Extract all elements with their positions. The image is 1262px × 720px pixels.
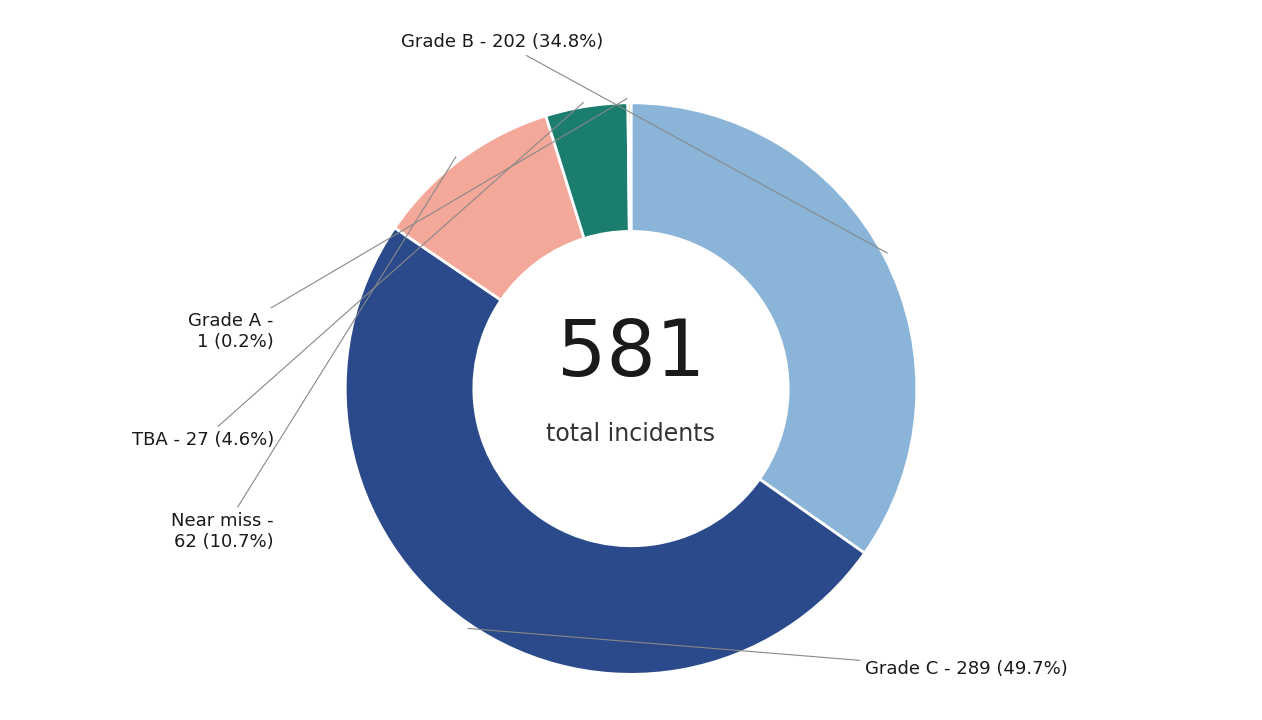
Wedge shape xyxy=(631,103,916,553)
Text: TBA - 27 (4.6%): TBA - 27 (4.6%) xyxy=(131,102,583,449)
Wedge shape xyxy=(628,103,631,231)
Text: total incidents: total incidents xyxy=(546,423,716,446)
Wedge shape xyxy=(545,103,630,238)
Text: 581: 581 xyxy=(557,316,705,392)
Text: Grade B - 202 (34.8%): Grade B - 202 (34.8%) xyxy=(401,33,887,253)
Text: Near miss -
62 (10.7%): Near miss - 62 (10.7%) xyxy=(172,157,456,551)
Text: Grade C - 289 (49.7%): Grade C - 289 (49.7%) xyxy=(468,629,1068,678)
Wedge shape xyxy=(346,228,864,675)
Text: Grade A -
1 (0.2%): Grade A - 1 (0.2%) xyxy=(188,99,627,351)
Wedge shape xyxy=(395,116,584,300)
